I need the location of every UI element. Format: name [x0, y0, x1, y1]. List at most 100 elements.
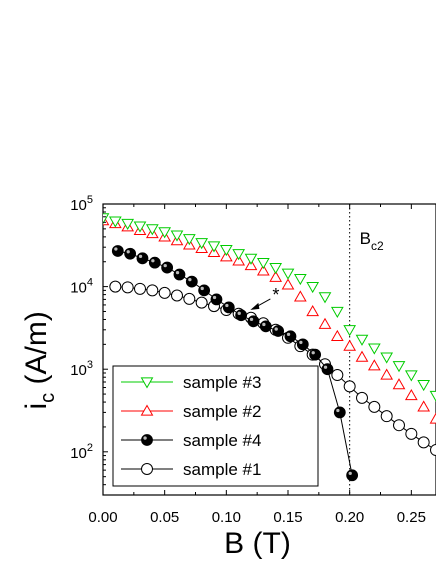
data-point — [393, 419, 405, 432]
data-point — [207, 241, 221, 253]
data-point — [222, 301, 235, 314]
y-tick-label: 102 — [70, 442, 93, 462]
legend-label: sample #1 — [183, 460, 261, 479]
data-point — [109, 280, 122, 293]
data-point — [108, 216, 122, 228]
x-tick-label: 0.10 — [212, 509, 241, 526]
data-point — [121, 281, 134, 294]
data-point — [134, 282, 146, 295]
data-point — [321, 363, 334, 376]
data-point — [219, 245, 233, 257]
data-point — [158, 286, 171, 299]
data-point — [161, 261, 174, 274]
data-point-highlight — [188, 278, 192, 282]
data-point — [306, 304, 320, 317]
data-point — [103, 213, 110, 225]
data-point-highlight — [286, 332, 291, 337]
data-point — [343, 325, 357, 337]
y-tick-label: 103 — [70, 359, 93, 379]
data-point — [417, 400, 431, 412]
data-point — [380, 352, 394, 364]
data-point — [124, 247, 137, 260]
data-point — [380, 410, 393, 423]
data-point-highlight — [311, 351, 315, 355]
data-point-highlight — [212, 295, 217, 300]
data-point-highlight — [138, 254, 143, 259]
x-tick-label: 0.15 — [273, 509, 302, 526]
x-tick-label: 0.05 — [150, 509, 179, 526]
series-sample-3 — [103, 213, 436, 403]
legend-entry: sample #3 — [121, 373, 261, 392]
data-point — [235, 309, 248, 322]
data-point-highlight — [163, 263, 167, 268]
series-sample-4 — [111, 245, 359, 482]
data-point — [145, 224, 159, 236]
data-point-highlight — [274, 327, 278, 331]
data-point — [198, 284, 211, 297]
y-axis-title: ic (A/m) — [20, 311, 59, 409]
plot-frame — [102, 203, 436, 496]
data-point — [259, 320, 272, 333]
data-point — [173, 268, 186, 281]
data-point — [333, 406, 346, 419]
data-point — [146, 284, 159, 297]
data-point — [195, 238, 209, 250]
data-point — [429, 412, 436, 424]
data-point — [404, 370, 418, 382]
data-point-highlight — [200, 286, 204, 291]
data-point-highlight — [175, 270, 180, 275]
data-point — [210, 293, 223, 306]
data-point-highlight — [249, 317, 254, 322]
data-point — [343, 380, 356, 393]
legend-entry: sample #1 — [121, 460, 261, 479]
data-point — [148, 256, 161, 269]
data-point — [170, 230, 184, 242]
data-point-highlight — [323, 365, 328, 369]
data-point-highlight — [348, 471, 352, 475]
data-point — [306, 281, 320, 294]
data-point — [429, 390, 436, 403]
data-point — [392, 378, 406, 390]
legend-label: sample #2 — [183, 402, 261, 421]
data-point — [171, 289, 183, 302]
data-point — [392, 361, 406, 373]
data-point — [121, 218, 135, 231]
legend-entry: sample #2 — [121, 402, 261, 421]
data-point — [183, 292, 196, 305]
data-point — [244, 253, 258, 265]
data-point — [256, 264, 270, 276]
data-point — [367, 343, 381, 355]
legend-entry: sample #4 — [121, 431, 261, 450]
data-point — [330, 329, 344, 341]
data-point — [430, 444, 436, 457]
legend-marker — [141, 463, 153, 475]
data-point — [136, 252, 149, 265]
data-point-highlight — [299, 340, 303, 345]
y-tick-label: 105 — [70, 194, 93, 214]
data-point — [368, 400, 381, 413]
data-point — [256, 258, 270, 270]
data-point — [318, 292, 332, 304]
data-point — [284, 330, 297, 343]
data-point — [355, 334, 369, 346]
star-annotation: * — [272, 285, 279, 305]
data-point — [281, 268, 295, 280]
data-point — [244, 259, 258, 271]
data-point — [331, 369, 344, 382]
data-point — [293, 290, 307, 302]
data-point — [405, 427, 418, 440]
data-point-highlight — [237, 311, 241, 315]
legend-marker — [140, 404, 154, 416]
data-point — [269, 262, 283, 275]
bc2-label: Bc2 — [360, 229, 384, 253]
data-point — [346, 469, 359, 482]
legend-marker — [140, 377, 154, 389]
data-point — [380, 368, 394, 380]
x-axis-title: B (T) — [224, 527, 291, 560]
y-tick-label: 104 — [70, 277, 93, 297]
data-point — [296, 338, 309, 351]
data-point — [309, 348, 322, 361]
data-point — [133, 221, 147, 233]
data-point — [404, 389, 418, 401]
